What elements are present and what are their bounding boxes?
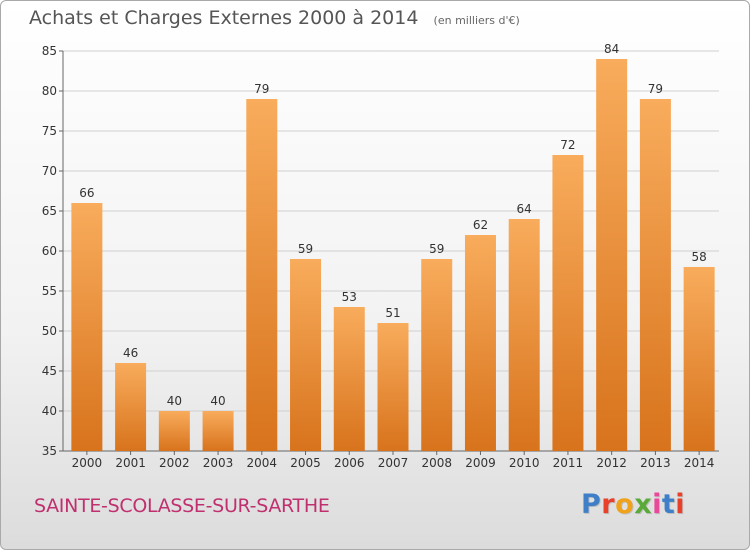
bar-2007 — [377, 323, 409, 451]
logo-letter: o — [615, 489, 635, 520]
data-label-2006: 53 — [342, 290, 357, 304]
data-label-2000: 66 — [79, 186, 94, 200]
bars — [71, 59, 715, 451]
chart-subtitle: (en milliers d'€) — [433, 14, 520, 27]
logo-letter: t — [661, 489, 676, 520]
x-tick-label-2002: 2002 — [159, 456, 190, 470]
data-label-2010: 64 — [517, 202, 532, 216]
y-tick-label: 45 — [42, 364, 57, 378]
bar-2000 — [71, 203, 103, 451]
logo-letter: x — [634, 489, 653, 520]
bar-2014 — [683, 267, 715, 451]
x-tick-label-2011: 2011 — [553, 456, 584, 470]
data-labels: 66 46 40 40 79 59 53 51 59 62 64 72 84 79 58 — [79, 42, 707, 408]
bar-2012 — [596, 59, 628, 451]
y-tick-label: 65 — [42, 204, 57, 218]
x-tick-label-2009: 2009 — [465, 456, 496, 470]
logo-letter: r — [601, 489, 616, 520]
y-tick-label: 70 — [42, 164, 57, 178]
logo-letter: P — [581, 489, 602, 520]
y-tick-label: 55 — [42, 284, 57, 298]
x-tick-label-2013: 2013 — [640, 456, 671, 470]
x-tick-label-2004: 2004 — [247, 456, 278, 470]
data-label-2011: 72 — [560, 138, 575, 152]
x-tick-label-2010: 2010 — [509, 456, 540, 470]
bar-2013 — [639, 99, 671, 451]
title-area: Achats et Charges Externes 2000 à 2014 (… — [29, 7, 520, 29]
bar-2003 — [202, 411, 234, 451]
y-tick-label: 85 — [42, 44, 57, 58]
chart-title: Achats et Charges Externes 2000 à 2014 — [29, 7, 419, 29]
y-tick-label: 60 — [42, 244, 57, 258]
x-tick-label-2000: 2000 — [72, 456, 103, 470]
commune-name: SAINTE-SCOLASSE-SUR-SARTHE — [34, 495, 330, 517]
data-label-2014: 58 — [691, 250, 706, 264]
bar-2009 — [464, 235, 496, 451]
data-label-2005: 59 — [298, 242, 313, 256]
data-label-2004: 79 — [254, 82, 269, 96]
bar-2004 — [246, 99, 278, 451]
y-tick-label: 35 — [42, 444, 57, 458]
data-label-2009: 62 — [473, 218, 488, 232]
x-tick-label-2006: 2006 — [334, 456, 365, 470]
y-tick-label: 40 — [42, 404, 57, 418]
data-label-2012: 84 — [604, 42, 619, 56]
x-tick-label-2005: 2005 — [290, 456, 321, 470]
x-tick-label-2003: 2003 — [203, 456, 234, 470]
data-label-2001: 46 — [123, 346, 138, 360]
data-label-2003: 40 — [210, 394, 225, 408]
y-tick-label: 75 — [42, 124, 57, 138]
bar-2010 — [508, 219, 540, 451]
x-tick-label-2012: 2012 — [596, 456, 627, 470]
bar-2005 — [290, 259, 322, 451]
x-tick-label-2008: 2008 — [421, 456, 452, 470]
y-tick-label: 80 — [42, 84, 57, 98]
bar-2002 — [158, 411, 190, 451]
logo-letter: i — [675, 489, 686, 520]
x-tick-label-2001: 2001 — [115, 456, 146, 470]
logo-letter: i — [652, 489, 662, 520]
bar-2008 — [421, 259, 453, 451]
proxiti-logo[interactable]: Proxiti — [581, 489, 685, 520]
x-tick-label-2007: 2007 — [378, 456, 409, 470]
bar-2011 — [552, 155, 584, 451]
y-tick-label: 50 — [42, 324, 57, 338]
data-label-2007: 51 — [385, 306, 400, 320]
bar-2006 — [333, 307, 365, 451]
data-label-2013: 79 — [648, 82, 663, 96]
data-label-2008: 59 — [429, 242, 444, 256]
data-label-2002: 40 — [167, 394, 182, 408]
bar-2001 — [115, 363, 147, 451]
x-tick-label-2014: 2014 — [684, 456, 715, 470]
